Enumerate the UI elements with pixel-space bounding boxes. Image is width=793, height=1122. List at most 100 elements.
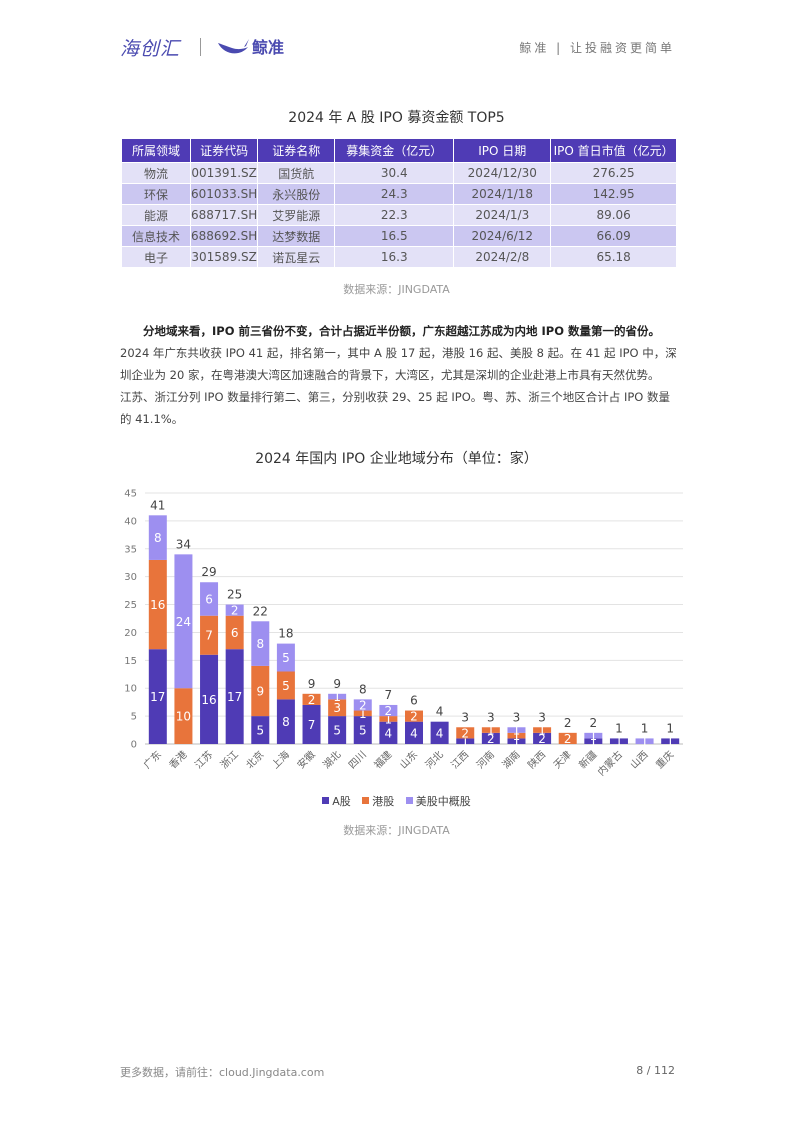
table-cell: 2024/12/30	[453, 162, 552, 184]
paragraph-line: 江苏、浙江分列 IPO 数量排行第二、第三，分别收获 29、25 起 IPO。粤…	[120, 390, 670, 404]
bar-segment-label: 8	[282, 715, 290, 729]
table-cell: 2024/6/12	[453, 225, 552, 247]
x-tick-label: 内蒙古	[595, 748, 625, 778]
bar-segment-label: 2	[308, 693, 316, 707]
bar-segment	[456, 727, 475, 739]
bar-segment-label: 6	[231, 626, 239, 640]
table-cell: 艾罗能源	[257, 204, 336, 226]
table-row: 环保 601033.SH 永兴股份 24.3 2024/1/18 142.95	[121, 183, 677, 205]
bar-segment-label: 2	[231, 604, 239, 618]
bar-segment-label: 4	[385, 726, 393, 740]
paragraph-line: 圳企业为 20 家，在粤港澳大湾区加速融合的背景下，大湾区，尤其是深圳的企业赴港…	[120, 368, 660, 382]
bar-segment-label: 1	[538, 724, 546, 738]
bar-segment-label: 10	[176, 710, 191, 724]
table-row: 电子 301589.SZ 诺瓦星云 16.3 2024/2/8 65.18	[121, 246, 677, 268]
bar-total-label: 3	[538, 710, 546, 724]
ipo-top5-table: 所属领域 证券代码 证券名称 募集资金（亿元） IPO 日期 IPO 首日市值（…	[121, 138, 677, 268]
page-header: 海创汇 鲸准 鲸准 | 让投融资更简单	[120, 34, 675, 62]
table-cell: 电子	[121, 246, 191, 268]
bar-segment	[225, 604, 244, 616]
table-cell: 22.3	[334, 204, 455, 226]
table-cell: 688717.SH	[189, 204, 259, 226]
body-paragraph: 分地域来看，IPO 前三省份不变，合计占据近半份额，广东超越江苏成为内地 IPO…	[120, 320, 677, 430]
bar-total-label: 9	[308, 677, 316, 691]
bar-segment	[430, 721, 449, 744]
column-header: 证券代码	[189, 138, 259, 163]
bar-total-label: 25	[227, 588, 242, 602]
bar-segment-label: 17	[227, 690, 242, 704]
table-cell: 30.4	[334, 162, 455, 184]
y-tick-label: 15	[124, 656, 137, 667]
bar-segment-label: 17	[150, 690, 165, 704]
table-cell: 601033.SH	[189, 183, 259, 205]
bar-total-label: 22	[253, 604, 268, 618]
x-tick-label: 陕西	[525, 748, 548, 771]
chart-source: 数据来源：JINGDATA	[343, 824, 450, 837]
bar-total-label: 1	[615, 721, 623, 735]
table-title: 2024 年 A 股 IPO 募资金额 TOP5	[288, 110, 505, 126]
table-cell: 24.3	[334, 183, 455, 205]
footer-link[interactable]: 更多数据，请前往：cloud.Jingdata.com	[120, 1066, 325, 1079]
y-tick-label: 0	[131, 740, 137, 751]
bar-segment-label: 2	[564, 732, 572, 746]
y-tick-label: 35	[124, 544, 137, 555]
table-cell: 2024/1/18	[453, 183, 552, 205]
table-cell: 国货航	[257, 162, 336, 184]
bar-segment	[225, 615, 244, 650]
table-row: 能源 688717.SH 艾罗能源 22.3 2024/1/3 89.06	[121, 204, 677, 226]
y-tick-label: 40	[124, 516, 137, 527]
bar-total-label: 9	[333, 677, 341, 691]
bar-segment-label: 2	[359, 698, 367, 712]
table-cell: 142.95	[550, 183, 677, 205]
bar-segment	[558, 732, 577, 744]
bar-segment-label: 1	[641, 735, 649, 749]
bar-total-label: 29	[201, 565, 216, 579]
bar-segment-label: 1	[359, 707, 367, 721]
bar-segment	[635, 738, 654, 744]
bar-segment-label: 2	[538, 732, 546, 746]
bar-segment	[405, 710, 423, 722]
bar-segment-label: 5	[359, 724, 367, 738]
bar-total-label: 7	[385, 688, 393, 702]
bar-segment	[302, 693, 321, 705]
bar-segment	[302, 704, 321, 744]
bar-segment-label: 1	[385, 712, 393, 726]
table-cell: 2024/1/3	[453, 204, 552, 226]
table-cell: 达梦数据	[257, 225, 336, 247]
bar-segment-label: 1	[590, 729, 598, 743]
bar-segment	[353, 716, 372, 744]
bar-total-label: 6	[410, 694, 418, 708]
bar-segment-label: 1	[666, 735, 674, 749]
legend-item-us-share: 美股中概股	[405, 793, 471, 809]
bar-total-label: 1	[666, 721, 674, 735]
column-header: 募集资金（亿元）	[334, 138, 455, 163]
table-cell: 物流	[121, 162, 191, 184]
legend-label: 港股	[372, 795, 395, 808]
x-tick-label: 河北	[423, 749, 446, 772]
paragraph-line: 2024 年广东共收获 IPO 41 起，排名第一，其中 A 股 17 起，港股…	[120, 346, 677, 360]
header-slogan: 鲸准 | 让投融资更简单	[519, 41, 675, 55]
x-tick-label: 河南	[474, 748, 497, 771]
x-tick-label: 四川	[347, 749, 369, 771]
bar-segment-label: 1	[590, 735, 598, 749]
column-header: IPO 首日市值（亿元）	[550, 138, 677, 163]
column-header: 所属领域	[121, 138, 191, 163]
bar-segment	[148, 515, 167, 560]
table-row: 信息技术 688692.SH 达梦数据 16.5 2024/6/12 66.09	[121, 225, 677, 247]
legend-item-hk-share: 港股	[362, 793, 394, 809]
bar-segment	[507, 738, 526, 744]
bar-total-label: 4	[436, 705, 444, 719]
bar-segment	[379, 721, 398, 744]
table-cell: 001391.SZ	[189, 162, 259, 184]
bar-segment	[200, 582, 219, 616]
bar-total-label: 2	[564, 716, 572, 730]
bar-segment-label: 2	[461, 726, 469, 740]
bar-segment-label: 1	[615, 735, 623, 749]
ipo-region-bar-chart: 0510152025303540451716841广东102434香港16762…	[124, 489, 683, 778]
bar-total-label: 3	[461, 710, 469, 724]
table-cell: 65.18	[550, 246, 677, 268]
bar-segment-label: 1	[487, 724, 495, 738]
chart-title: 2024 年国内 IPO 企业地域分布（单位：家）	[255, 451, 538, 467]
bar-segment	[225, 649, 244, 744]
table-row: 物流 001391.SZ 国货航 30.4 2024/12/30 276.25	[121, 162, 677, 184]
